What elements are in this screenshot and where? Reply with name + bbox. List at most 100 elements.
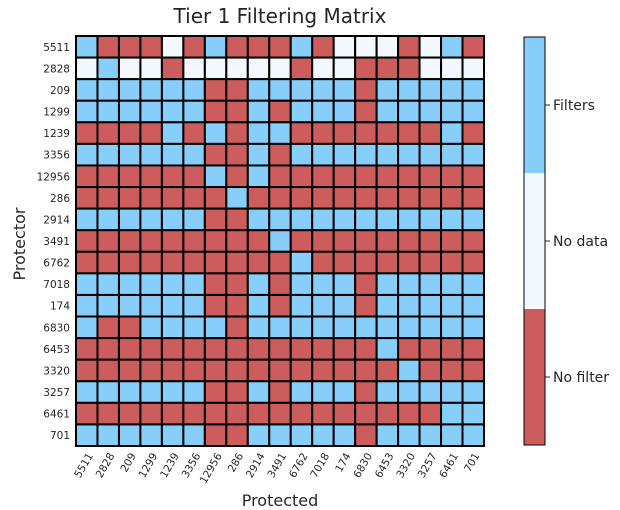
y-tick-label: 3491 <box>43 236 70 248</box>
heatmap-cell <box>96 272 120 296</box>
heatmap-cell <box>375 358 400 383</box>
heatmap-cell <box>332 164 357 189</box>
heatmap-cell <box>461 293 485 318</box>
heatmap-cell <box>440 207 464 232</box>
heatmap-cell <box>75 142 99 167</box>
heatmap-cell <box>375 56 400 81</box>
heatmap-cell <box>203 121 228 145</box>
heatmap-cell <box>289 56 314 81</box>
heatmap-cell <box>311 401 335 426</box>
heatmap-cell <box>332 142 357 167</box>
heatmap-cell <box>440 272 464 296</box>
x-tick-label: 701 <box>462 451 482 474</box>
heatmap-cell <box>418 99 443 124</box>
x-tick-label: 3491 <box>265 451 289 480</box>
heatmap-cell <box>268 56 292 81</box>
heatmap-cell <box>461 272 485 296</box>
heatmap-cell <box>203 56 228 81</box>
heatmap-cell <box>440 56 464 81</box>
heatmap-cell <box>117 35 142 59</box>
heatmap-cell <box>225 272 249 296</box>
heatmap-cell <box>440 35 464 59</box>
heatmap-cell <box>440 186 464 210</box>
heatmap-cell <box>311 142 335 167</box>
heatmap-cell <box>117 272 142 296</box>
heatmap-cell <box>375 164 400 189</box>
heatmap-cell <box>75 121 99 145</box>
heatmap-cell <box>268 337 292 361</box>
x-tick-label: 6453 <box>373 451 397 480</box>
heatmap-cell <box>268 272 292 296</box>
heatmap-cell <box>246 186 271 210</box>
heatmap-cell <box>246 78 271 102</box>
heatmap-cell <box>397 250 421 275</box>
heatmap-cell <box>246 272 271 296</box>
heatmap-cell <box>461 207 485 232</box>
heatmap-cell <box>203 293 228 318</box>
heatmap-cell <box>160 56 185 81</box>
y-tick-label: 3257 <box>43 387 70 399</box>
heatmap-cell <box>225 358 249 383</box>
heatmap-cell <box>225 164 249 189</box>
heatmap-cell <box>96 315 120 340</box>
x-tick-label: 7018 <box>308 451 332 480</box>
heatmap-cell <box>268 164 292 189</box>
heatmap-cell <box>375 121 400 145</box>
heatmap-cell <box>354 207 378 232</box>
colorbar-tick-label: No data <box>553 234 608 250</box>
heatmap-cell <box>139 272 163 296</box>
heatmap-cell <box>311 423 335 447</box>
heatmap-cell <box>461 423 485 447</box>
heatmap-cell <box>397 35 421 59</box>
heatmap-cell <box>182 272 206 296</box>
heatmap-cell <box>246 423 271 447</box>
heatmap-cell <box>182 380 206 404</box>
heatmap-cell <box>117 164 142 189</box>
heatmap-cell <box>332 99 357 124</box>
heatmap-cell <box>96 56 120 81</box>
heatmap-cell <box>96 358 120 383</box>
heatmap-cell <box>354 380 378 404</box>
heatmap-cell <box>117 121 142 145</box>
heatmap-cell <box>289 380 314 404</box>
heatmap-cell <box>354 358 378 383</box>
heatmap-cell <box>182 78 206 102</box>
heatmap-cell <box>225 35 249 59</box>
heatmap-cell <box>311 380 335 404</box>
heatmap-cell <box>440 401 464 426</box>
y-tick-label: 12956 <box>37 171 71 183</box>
heatmap-cell <box>354 229 378 253</box>
heatmap-cell <box>225 250 249 275</box>
heatmap-cell <box>440 423 464 447</box>
heatmap-cell <box>311 315 335 340</box>
heatmap-cell <box>139 401 163 426</box>
heatmap-cell <box>461 121 485 145</box>
heatmap-cell <box>246 315 271 340</box>
heatmap-cell <box>160 78 185 102</box>
heatmap-cell <box>246 337 271 361</box>
heatmap-cell <box>203 423 228 447</box>
heatmap-cell <box>418 337 443 361</box>
heatmap-cell <box>440 99 464 124</box>
heatmap-cell <box>225 293 249 318</box>
heatmap-cell <box>160 207 185 232</box>
heatmap-cell <box>461 380 485 404</box>
heatmap-cell <box>461 142 485 167</box>
heatmap-cell <box>246 293 271 318</box>
heatmap-cell <box>75 207 99 232</box>
heatmap-cell <box>311 229 335 253</box>
heatmap-cell <box>461 56 485 81</box>
heatmap-cell <box>332 423 357 447</box>
heatmap-cell <box>139 358 163 383</box>
heatmap-cell <box>182 315 206 340</box>
heatmap-cell <box>268 207 292 232</box>
heatmap-cell <box>246 250 271 275</box>
heatmap-cell <box>289 35 314 59</box>
heatmap-cell <box>332 358 357 383</box>
heatmap-cell <box>96 78 120 102</box>
heatmap-cell <box>203 315 228 340</box>
heatmap-cell <box>203 207 228 232</box>
heatmap-cell <box>354 142 378 167</box>
heatmap-cell <box>332 207 357 232</box>
heatmap-cell <box>160 337 185 361</box>
